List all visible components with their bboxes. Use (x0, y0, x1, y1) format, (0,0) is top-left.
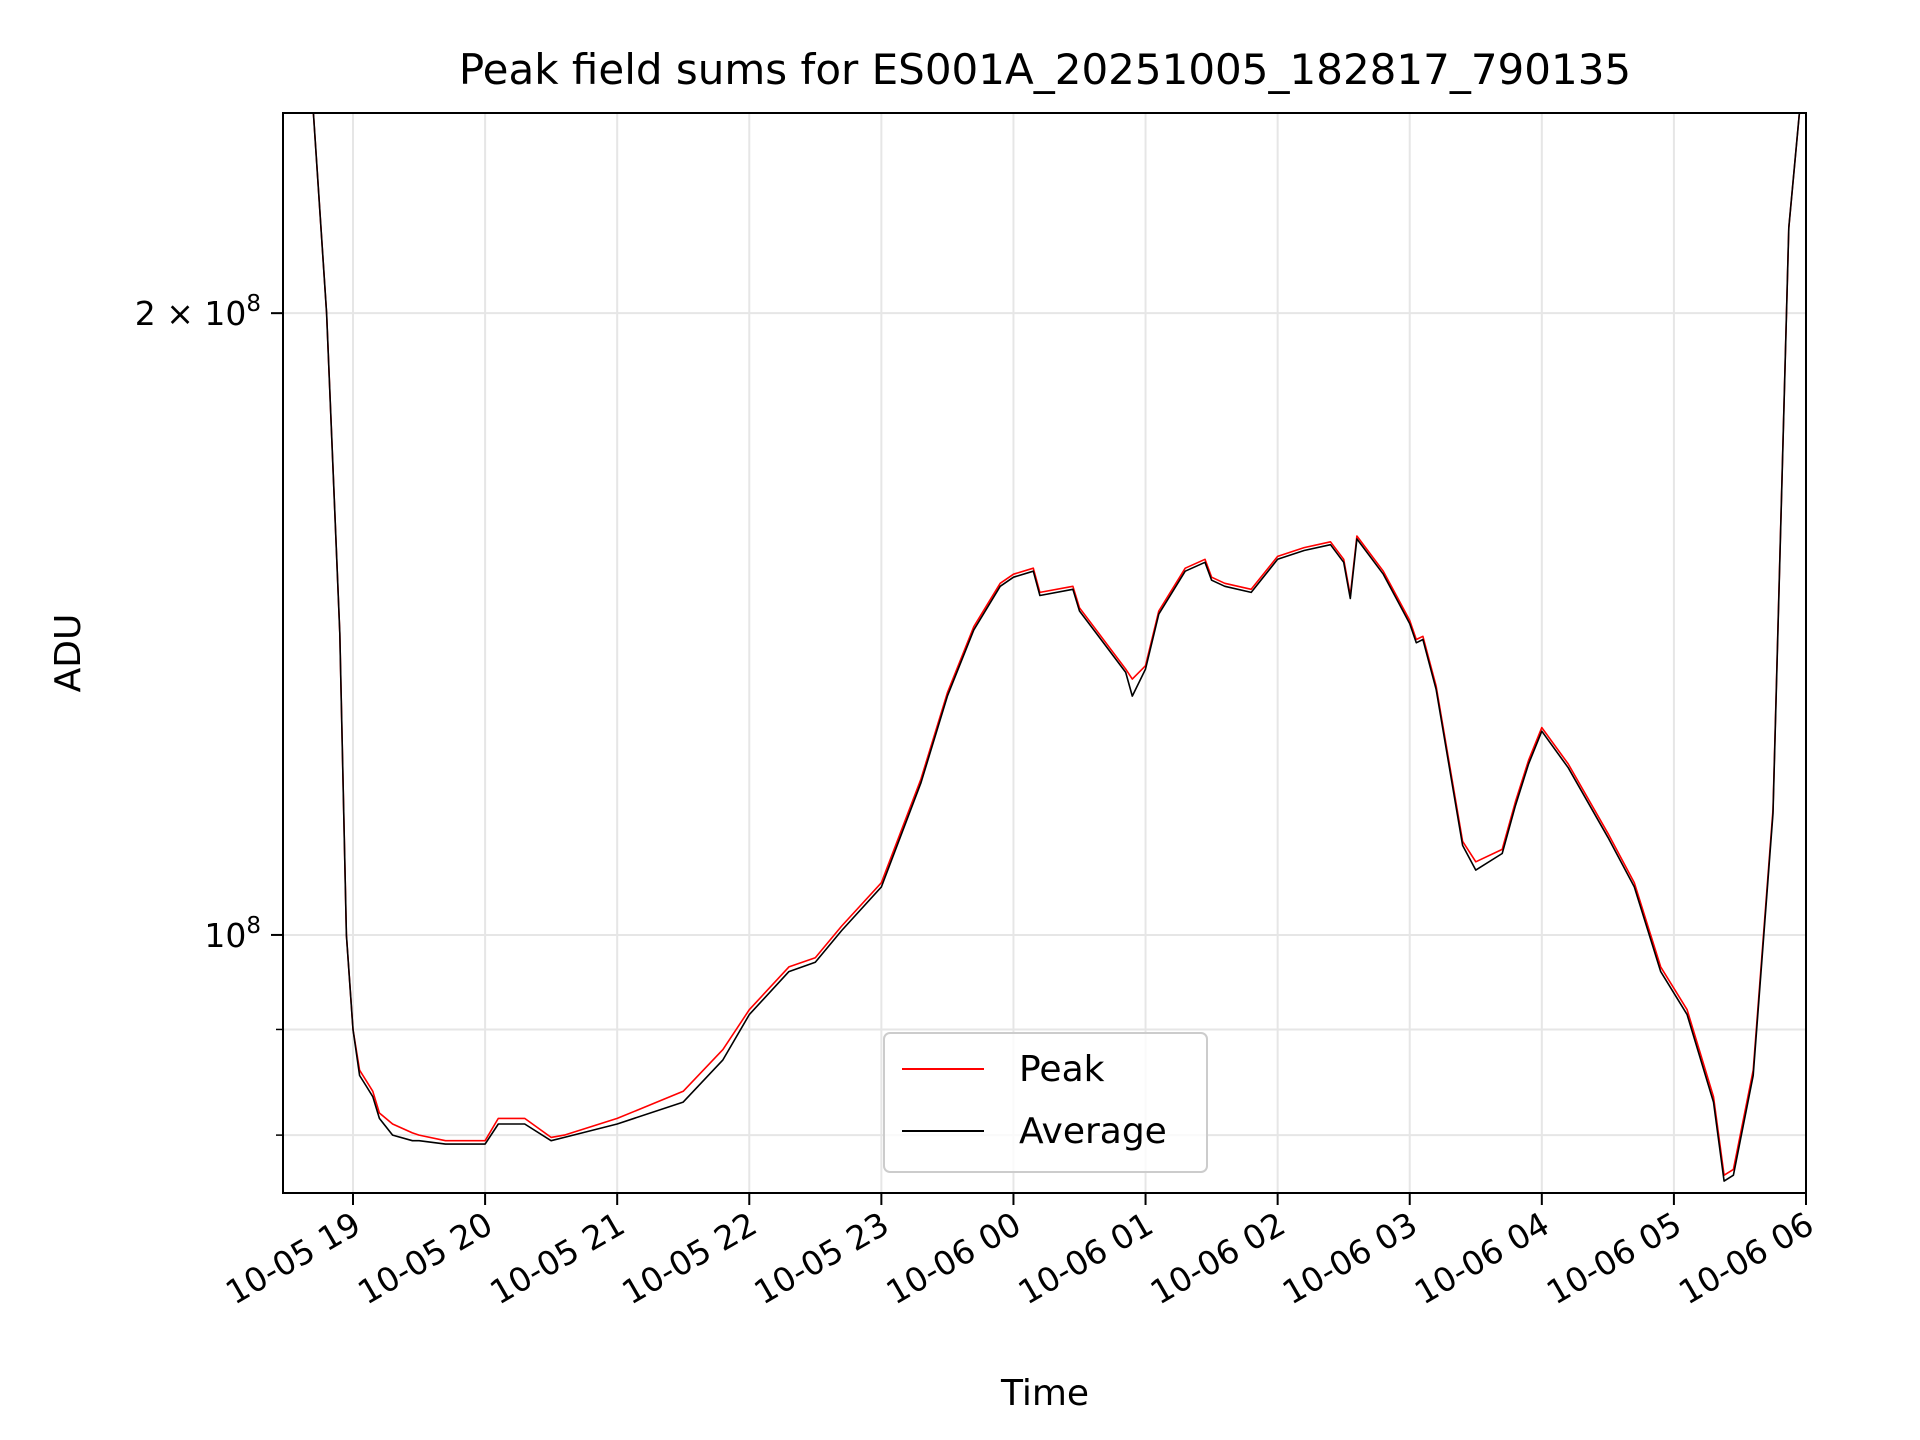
y-tick-label: 108 (204, 913, 261, 955)
series-line-average (312, 113, 1801, 1182)
series-lines (312, 113, 1801, 1182)
legend-label-average: Average (1019, 1111, 1167, 1152)
y-tick-exponent: 8 (246, 291, 261, 317)
legend-label-peak: Peak (1019, 1049, 1105, 1090)
plot-frame (282, 112, 1807, 1194)
x-axis-label: Time (1000, 1373, 1089, 1414)
chart-title: Peak field sums for ES001A_20251005_1828… (459, 45, 1631, 94)
y-tick-base: 2 × 10 (135, 294, 247, 333)
y-tick-base: 10 (204, 916, 246, 955)
legend-frame (883, 1032, 1208, 1173)
legend: Peak Average (883, 1032, 1208, 1173)
y-axis-label: ADU (48, 614, 89, 693)
series-line-peak (312, 113, 1801, 1176)
y-tick-label: 2 × 108 (135, 291, 261, 333)
y-tick-exponent: 8 (246, 913, 261, 939)
